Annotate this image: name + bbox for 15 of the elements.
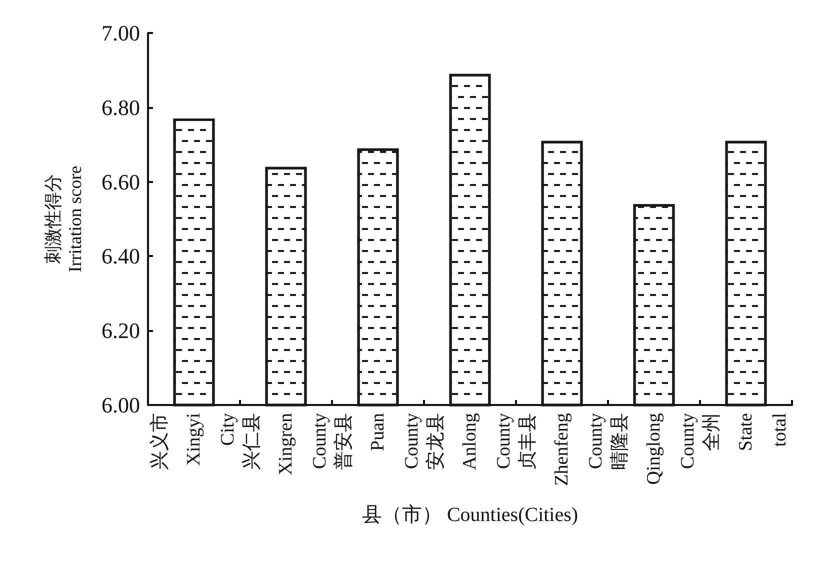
x-tick-label: 安龙县 Anlong County bbox=[424, 412, 514, 470]
y-tick-label: 6.20 bbox=[102, 318, 140, 344]
y-tick-label: 6.00 bbox=[102, 392, 140, 418]
x-tick-label: 全州 State total bbox=[702, 413, 790, 451]
x-tick-label: 兴仁县 Xingren County bbox=[242, 412, 330, 476]
y-tick-label: 6.60 bbox=[102, 169, 140, 194]
x-axis-title: 县（市） Counties(Cities) bbox=[362, 504, 578, 526]
x-tick-label: 普安县 Puan County bbox=[332, 412, 422, 470]
x-tick-label: 兴义市 Xingyi City bbox=[148, 412, 238, 470]
y-tick-label: 6.80 bbox=[102, 94, 140, 120]
x-tick-label: 贞丰县 Zhenfeng County bbox=[518, 412, 606, 486]
y-axis-title: 刺激性得分 Irritation score bbox=[43, 166, 85, 272]
y-tick-label: 7.00 bbox=[102, 20, 140, 46]
y-tick-label: 6.40 bbox=[102, 244, 140, 269]
x-tick-label: 晴隆县 Qinglong County bbox=[610, 412, 698, 485]
